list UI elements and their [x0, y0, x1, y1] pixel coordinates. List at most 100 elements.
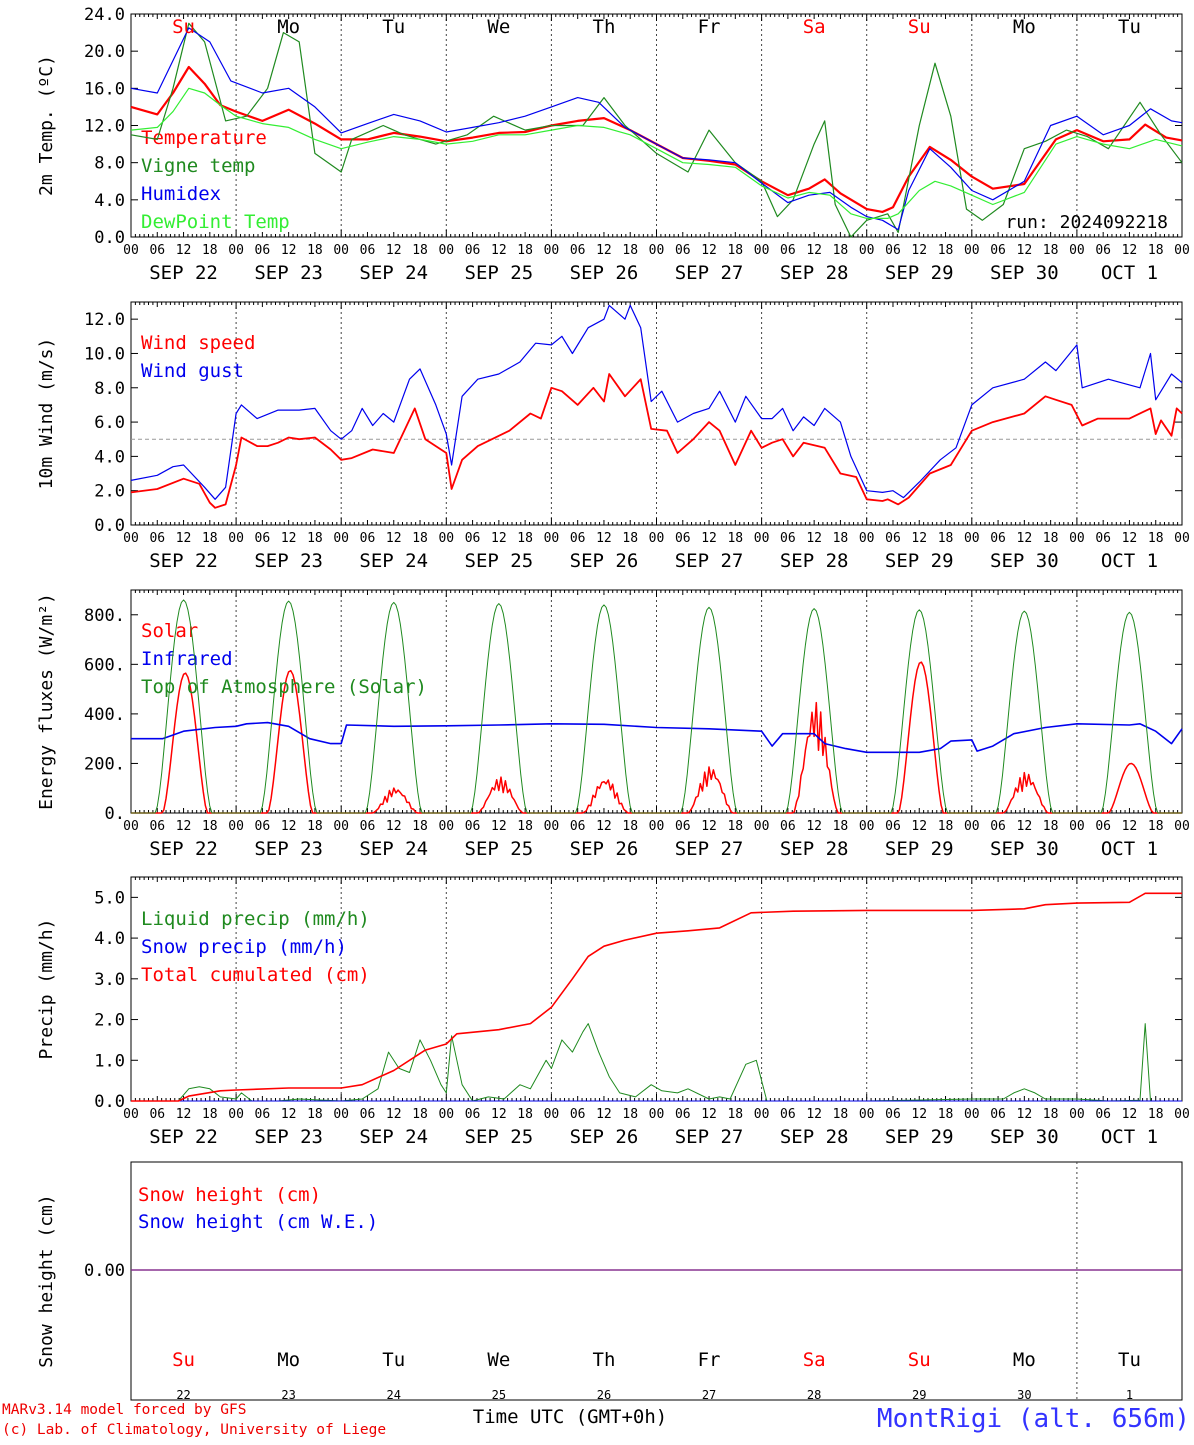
x-hour-label: 12 — [701, 1107, 717, 1122]
y-tick-label: 8.0 — [94, 154, 125, 174]
x-hour-label: 00 — [333, 819, 349, 834]
x-hour-label: 12 — [806, 531, 822, 546]
x-hour-label: 12 — [1122, 531, 1138, 546]
y-tick-label: 600. — [84, 655, 125, 675]
x-hour-label: 12 — [491, 531, 507, 546]
series-line-vigne-temp — [130, 22, 1183, 238]
y-axis-label: Precip (mm/h) — [36, 919, 57, 1060]
x-hour-label: 00 — [1069, 531, 1085, 546]
x-date-label: SEP 23 — [254, 262, 323, 284]
x-hour-label: 06 — [1095, 243, 1111, 258]
x-hour-label: 06 — [255, 819, 271, 834]
day-name-label: Fr — [698, 16, 721, 38]
y-tick-label: 4.0 — [94, 191, 125, 211]
x-hour-label: 00 — [1174, 819, 1190, 834]
legend-entry: Humidex — [141, 183, 221, 205]
legend-entry: Solar — [141, 620, 198, 642]
x-hour-label: 00 — [544, 243, 560, 258]
x-hour-label: 18 — [517, 243, 533, 258]
x-hour-label: 12 — [1017, 1107, 1033, 1122]
x-hour-label: 12 — [911, 243, 927, 258]
x-date-label: SEP 28 — [780, 262, 849, 284]
plot-frame — [130, 1161, 1183, 1401]
y-tick-label: 0.0 — [94, 228, 125, 248]
x-date-label: SEP 26 — [570, 550, 639, 572]
y-tick-label: 4.0 — [94, 447, 125, 467]
x-hour-label: 12 — [911, 1107, 927, 1122]
x-hour-label: 18 — [622, 531, 638, 546]
panel-1: 00 06 12 18 00 06 12 18 00 06 12 18 00 06 12 18 00 06 12 18… — [36, 5, 1190, 284]
y-axis-label: Energy fluxes (W/m²) — [36, 593, 57, 810]
x-hour-label: 12 — [491, 243, 507, 258]
x-date-label: SEP 23 — [254, 1126, 323, 1148]
x-date-label: SEP 29 — [885, 262, 954, 284]
x-date-label: SEP 22 — [149, 1126, 218, 1148]
series-line-humidex — [130, 27, 1183, 231]
series-line-total-cumulated-cm — [131, 892, 1182, 1102]
day-name-label: Fr — [698, 1349, 721, 1371]
y-tick-label: 0.0 — [94, 516, 125, 536]
day-name-label: We — [487, 16, 510, 38]
x-hour-label: 00 — [859, 243, 875, 258]
x-hour-label: 00 — [649, 819, 665, 834]
x-hour-label: 12 — [176, 1107, 192, 1122]
x-date-label: SEP 29 — [885, 550, 954, 572]
x-hour-label: 18 — [833, 531, 849, 546]
x-hour-label: 00 — [123, 819, 139, 834]
legend-entry: Vigne temp — [141, 155, 255, 177]
x-hour-label: 18 — [1043, 819, 1059, 834]
x-date-label: SEP 26 — [570, 1126, 639, 1148]
x-hour-label: 06 — [885, 531, 901, 546]
y-tick-label: 800. — [84, 606, 125, 626]
x-hour-label: 18 — [938, 819, 954, 834]
x-hour-label: 00 — [964, 531, 980, 546]
x-hour-label: 12 — [701, 531, 717, 546]
x-hour-label: 00 — [438, 531, 454, 546]
x-hour-label: 06 — [570, 1107, 586, 1122]
x-date-label: OCT 1 — [1101, 262, 1158, 284]
y-tick-label: 10.0 — [84, 344, 125, 364]
x-hour-label: 06 — [149, 819, 165, 834]
y-tick-label: 16.0 — [84, 79, 125, 99]
x-hour-label: 18 — [727, 1107, 743, 1122]
x-hour-label: 00 — [649, 243, 665, 258]
x-hour-label: 00 — [1069, 819, 1085, 834]
legend-entry: Wind speed — [141, 332, 255, 354]
x-hour-label: 06 — [149, 531, 165, 546]
y-tick-label: 2.0 — [94, 1011, 125, 1031]
day-name-label: Su — [908, 16, 931, 38]
x-hour-label: 06 — [360, 819, 376, 834]
panel-3: 00 06 12 18 00 06 12 18 00 06 12 18 00 06 12 18 00 06 12 18… — [36, 589, 1190, 860]
x-hour-label: 06 — [1095, 819, 1111, 834]
x-date-label: SEP 27 — [675, 262, 744, 284]
x-hour-label: 18 — [1148, 531, 1164, 546]
x-hour-label: 00 — [123, 531, 139, 546]
y-tick-label: 1.0 — [94, 1051, 125, 1071]
x-hour-label: 18 — [1148, 819, 1164, 834]
day-name-label: Su — [172, 1349, 195, 1371]
x-hour-label: 00 — [964, 1107, 980, 1122]
x-hour-label: 18 — [517, 1107, 533, 1122]
x-date-label: SEP 24 — [359, 1126, 428, 1148]
x-date-label: SEP 25 — [465, 550, 534, 572]
x-hour-label: 12 — [176, 243, 192, 258]
y-tick-label: 0.0 — [94, 1092, 125, 1112]
x-date-label: SEP 27 — [675, 1126, 744, 1148]
x-date-label: SEP 27 — [675, 550, 744, 572]
x-hour-label: 06 — [675, 243, 691, 258]
x-hour-label: 12 — [596, 243, 612, 258]
x-hour-label: 06 — [149, 1107, 165, 1122]
x-hour-label: 12 — [1122, 819, 1138, 834]
x-hour-label: 18 — [202, 531, 218, 546]
x-hour-label: 00 — [859, 531, 875, 546]
x-hour-label: 06 — [885, 819, 901, 834]
day-name-label: Tu — [1118, 1349, 1141, 1371]
x-hour-label: 18 — [307, 531, 323, 546]
x-hour-label: 18 — [412, 531, 428, 546]
x-hour-label: 06 — [675, 531, 691, 546]
y-tick-label: 5.0 — [94, 888, 125, 908]
x-hour-label: 12 — [281, 531, 297, 546]
day-number-label: 22 — [176, 1388, 190, 1402]
x-hour-label: 00 — [333, 531, 349, 546]
x-hour-label: 18 — [1043, 243, 1059, 258]
